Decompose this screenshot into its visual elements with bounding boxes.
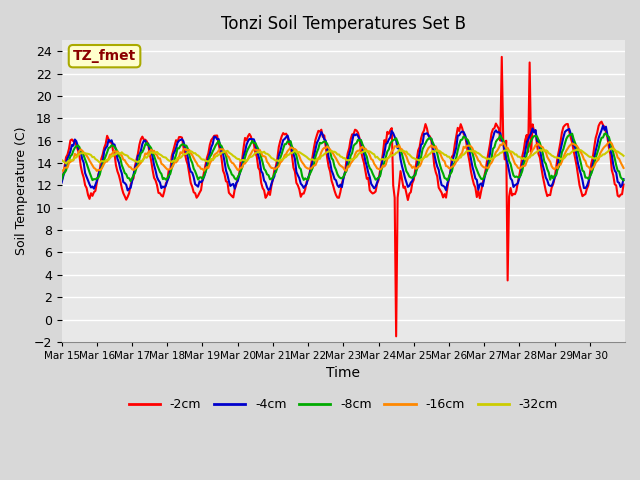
Y-axis label: Soil Temperature (C): Soil Temperature (C) — [15, 127, 28, 255]
-32cm — [608, 145, 616, 151]
-2cm — [498, 54, 506, 60]
Text: TZ_fmet: TZ_fmet — [73, 49, 136, 63]
-16cm — [78, 148, 86, 154]
-2cm — [58, 178, 65, 184]
Legend: -2cm, -4cm, -8cm, -16cm, -32cm: -2cm, -4cm, -8cm, -16cm, -32cm — [124, 394, 563, 417]
-4cm — [460, 129, 467, 135]
-32cm — [460, 152, 467, 157]
-16cm — [348, 159, 356, 165]
-2cm — [77, 163, 84, 169]
-32cm — [78, 150, 86, 156]
-2cm — [620, 182, 627, 188]
-16cm — [58, 167, 65, 173]
-16cm — [618, 162, 626, 168]
-2cm — [347, 136, 355, 142]
-2cm — [618, 192, 626, 197]
-4cm — [348, 139, 356, 144]
-2cm — [460, 131, 467, 137]
-4cm — [543, 177, 551, 183]
-32cm — [543, 148, 551, 154]
Line: -16cm: -16cm — [61, 142, 623, 171]
-8cm — [95, 175, 102, 180]
-8cm — [543, 166, 551, 172]
-4cm — [599, 123, 607, 129]
-8cm — [58, 177, 65, 182]
-4cm — [58, 180, 65, 185]
-16cm — [607, 139, 614, 145]
-8cm — [127, 178, 134, 184]
X-axis label: Time: Time — [326, 367, 360, 381]
Line: -2cm: -2cm — [61, 57, 623, 336]
-2cm — [95, 171, 102, 177]
Title: Tonzi Soil Temperatures Set B: Tonzi Soil Temperatures Set B — [221, 15, 466, 33]
-32cm — [348, 156, 356, 162]
-8cm — [602, 131, 610, 136]
-8cm — [618, 176, 626, 182]
-32cm — [620, 153, 627, 159]
-8cm — [77, 148, 84, 154]
-32cm — [618, 152, 626, 157]
-4cm — [124, 188, 131, 193]
-2cm — [545, 192, 552, 198]
-4cm — [77, 148, 84, 154]
-8cm — [620, 178, 627, 183]
-32cm — [96, 160, 104, 166]
Line: -4cm: -4cm — [61, 126, 623, 191]
-8cm — [460, 133, 467, 139]
-4cm — [618, 182, 626, 188]
-16cm — [460, 144, 467, 150]
-32cm — [58, 157, 65, 163]
-16cm — [543, 154, 551, 160]
-2cm — [392, 334, 400, 339]
-16cm — [620, 165, 627, 171]
Line: -8cm: -8cm — [61, 133, 623, 181]
-8cm — [348, 150, 356, 156]
-16cm — [96, 167, 104, 173]
-4cm — [95, 173, 102, 179]
-4cm — [620, 176, 627, 182]
Line: -32cm: -32cm — [61, 148, 623, 164]
-16cm — [60, 168, 67, 174]
-32cm — [62, 161, 70, 167]
